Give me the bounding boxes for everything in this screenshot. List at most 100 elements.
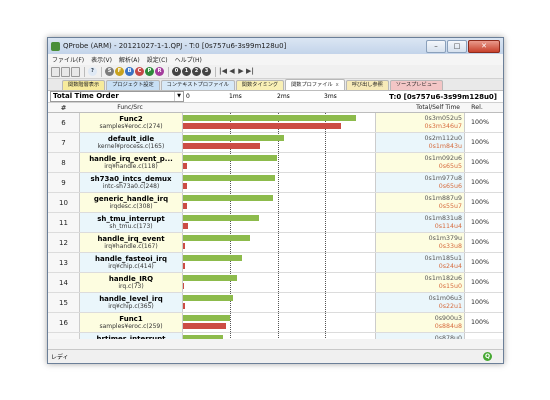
row-number: 10 <box>48 193 80 212</box>
total-time: 0s1m185u1 <box>424 254 462 262</box>
self-time: 0s114u4 <box>434 222 462 230</box>
one-icon[interactable]: 1 <box>182 67 191 76</box>
tab-3[interactable]: 関数タイミング <box>235 80 285 90</box>
maximize-button[interactable]: □ <box>447 39 467 53</box>
b-icon[interactable]: B <box>125 67 134 76</box>
col-rel-header[interactable]: Rel. <box>471 104 483 111</box>
next-icon[interactable]: ▶ <box>238 67 244 75</box>
gridline <box>325 333 326 339</box>
order-select[interactable]: Total Time Order ▼ <box>50 91 184 102</box>
rel-value: 100% <box>470 259 489 266</box>
tab-1[interactable]: プロジェクト設定 <box>106 80 160 90</box>
table-row[interactable]: 14 handle_IRQ irq.c(73) 0s1m182u6 0s15u0 100% <box>48 273 503 293</box>
gridline <box>325 213 326 232</box>
gridline <box>230 213 231 232</box>
prev-icon[interactable]: ◀ <box>229 67 235 75</box>
zero-icon[interactable]: 0 <box>172 67 181 76</box>
func-name: hrtimer_interrupt <box>96 334 166 340</box>
minimize-button[interactable]: – <box>426 39 446 53</box>
table-row[interactable]: 16 Func1 samples¥eroc.c(259) 0s900u3 0s884u8… <box>48 313 503 333</box>
rel-value: 100% <box>465 333 495 339</box>
f-icon[interactable]: F <box>115 67 124 76</box>
self-time-bar <box>183 323 226 329</box>
col-func-header[interactable]: Func/Src <box>117 104 143 111</box>
s-icon[interactable]: S <box>105 67 114 76</box>
func-source: irq¥handle.c(118) <box>104 162 158 170</box>
save-icon[interactable] <box>71 66 80 77</box>
two-icon[interactable]: 2 <box>192 67 201 76</box>
r-icon[interactable]: R <box>155 67 164 76</box>
close-button[interactable]: ✕ <box>468 39 500 53</box>
gridline <box>230 273 231 292</box>
menu-view[interactable]: 表示(V) <box>91 57 112 64</box>
self-time-bar <box>183 243 185 249</box>
table-row[interactable]: 8 handle_irq_event_p... irq¥handle.c(118) 0… <box>48 153 503 173</box>
col-num-header[interactable]: # <box>60 103 67 112</box>
time-cell: 0s900u3 0s884u8 <box>376 313 465 332</box>
func-cell: handle_irq_event_p... irq¥handle.c(118) <box>80 153 183 172</box>
gridline <box>278 213 279 232</box>
gridline <box>278 253 279 272</box>
table-row[interactable]: 17hrtimer_interrupthrtimer.c(1254) 0s878u… <box>48 333 503 339</box>
tab-6[interactable]: ソースプレビュー <box>389 80 444 90</box>
app-window: QProbe (ARM) - 20121027-1-1.QPJ - T:0 [0… <box>47 37 504 364</box>
self-time: 0s15u0 <box>438 282 462 290</box>
self-time-bar <box>183 263 185 269</box>
tab-4[interactable]: 関数プロファイル x <box>285 79 345 90</box>
time-scale: 0 1ms 2ms 3ms <box>185 91 377 102</box>
row-number: 11 <box>48 213 80 232</box>
time-bar-cell <box>183 213 376 232</box>
table-row[interactable]: 9 sh73a0_intcs_demux intc-sh73a0.c(248) 0s1… <box>48 173 503 193</box>
tab-2[interactable]: コンテキストプロファイル <box>160 80 235 90</box>
tab-close-icon[interactable]: x <box>335 82 339 88</box>
function-profile-table: 6 Func2 samples¥eroc.c(274) 0s3m052u5 0s3m34… <box>48 113 503 339</box>
three-icon[interactable]: 3 <box>202 67 211 76</box>
tab-5[interactable]: 呼び出し参照 <box>345 80 389 90</box>
first-icon[interactable]: |◀ <box>219 67 227 75</box>
menu-file[interactable]: ファイル(F) <box>52 57 85 64</box>
open-icon[interactable] <box>61 66 70 77</box>
new-icon[interactable] <box>51 66 60 77</box>
tab-0[interactable]: 関数階層表示 <box>62 80 106 90</box>
gridline <box>230 193 231 212</box>
gridline <box>230 233 231 252</box>
table-row[interactable]: 7 default_idle kernel¥process.c(165) 0s2m11… <box>48 133 503 153</box>
p-icon[interactable]: P <box>145 67 154 76</box>
gridline <box>278 133 279 152</box>
gridline <box>325 293 326 312</box>
gridline <box>278 173 279 192</box>
func-name: handle_irq_event <box>97 234 165 243</box>
c-icon[interactable]: C <box>135 67 144 76</box>
rel-value: 100% <box>470 139 489 146</box>
table-row[interactable]: 13 handle_fasteoi_irq irq¥chip.c(414) 0s1m1… <box>48 253 503 273</box>
table-row[interactable]: 11 sh_tmu_interrupt sh_tmu.c(173) 0s1m831u8… <box>48 213 503 233</box>
menu-settings[interactable]: 設定(C) <box>146 57 168 64</box>
gridline <box>325 133 326 152</box>
window-title: QProbe (ARM) - 20121027-1-1.QPJ - T:0 [0… <box>63 42 287 50</box>
gridline <box>278 333 279 339</box>
row-number: 6 <box>48 113 80 132</box>
search-icon[interactable]: ? <box>88 67 97 76</box>
menu-analyze[interactable]: 解析(A) <box>118 57 140 64</box>
func-cell: handle_IRQ irq.c(73) <box>80 273 183 292</box>
row-number: 17 <box>48 333 80 339</box>
gridline <box>325 193 326 212</box>
col-time-header[interactable]: Total/Self Time <box>416 104 460 111</box>
func-source: samples¥eroc.c(274) <box>99 122 163 130</box>
time-tick-label: 1ms <box>229 93 242 100</box>
menu-help[interactable]: ヘルプ(H) <box>174 57 202 64</box>
total-time: 0s1m887u9 <box>424 194 462 202</box>
gridline <box>325 273 326 292</box>
total-time-bar <box>183 295 233 301</box>
table-row[interactable]: 10 generic_handle_irq irqdesc.c(308) 0s1m88… <box>48 193 503 213</box>
self-time-bar <box>183 183 187 189</box>
time-bar-cell <box>183 153 376 172</box>
last-icon[interactable]: ▶| <box>246 67 254 75</box>
table-row[interactable]: 6 Func2 samples¥eroc.c(274) 0s3m052u5 0s3m34… <box>48 113 503 133</box>
total-time: 0s1m977u8 <box>424 174 462 182</box>
func-source: intc-sh73a0.c(248) <box>102 182 160 190</box>
total-time: 0s2m112u0 <box>424 134 462 142</box>
table-row[interactable]: 12 handle_irq_event irq¥handle.c(167) 0s1m3… <box>48 233 503 253</box>
menu-bar: ファイル(F) 表示(V) 解析(A) 設定(C) ヘルプ(H) <box>48 54 503 65</box>
table-row[interactable]: 15 handle_level_irq irq¥chip.c(365) 0s1m06u… <box>48 293 503 313</box>
